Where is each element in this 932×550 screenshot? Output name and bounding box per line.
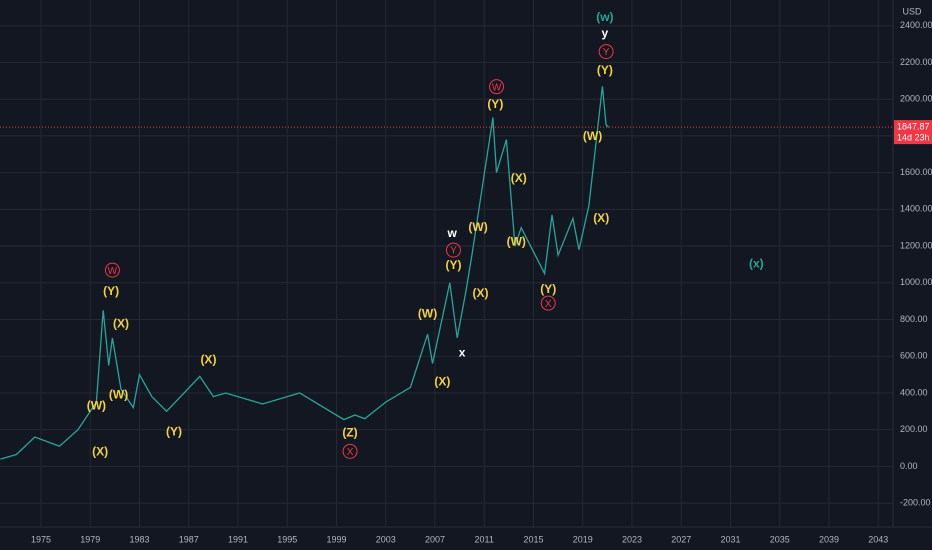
annotation: x [459,345,466,359]
grid [0,0,893,527]
annotation: (Z) [342,426,357,440]
price-line [0,86,610,460]
annotation: (X) [92,445,108,459]
y-tick-label: 2200.00 [900,57,932,67]
x-tick-label: 2031 [720,534,740,544]
annotation: (Y) [597,63,613,77]
currency: USD [902,6,922,16]
y-tick-label: 1600.00 [900,167,932,177]
x-tick-label: 2003 [376,534,396,544]
x-tick-label: 1975 [31,534,51,544]
x-tick-label: 2023 [622,534,642,544]
annotation: (X) [434,374,450,388]
y-tick-label: 2400.00 [900,20,932,30]
annotation: (Y) [487,97,503,111]
x-tick-label: 1991 [228,534,248,544]
y-tick-label: 1200.00 [900,240,932,250]
annotation: W [492,82,502,93]
x-tick-label: 2027 [671,534,691,544]
y-tick-label: 1400.00 [900,204,932,214]
annotation: (W) [507,234,526,248]
annotation: (X) [200,352,216,366]
annotation: (x) [749,256,764,270]
annotation-circle [342,443,358,459]
x-tick-label: 1999 [326,534,346,544]
annotation: (Y) [445,258,461,272]
annotation: (Y) [103,284,119,298]
annotation-circle [104,262,120,278]
annotation-circle [540,295,556,311]
x-tick-label: 2011 [475,534,494,544]
y-tick-label: -200.00 [900,498,931,508]
annotation: y [602,26,609,40]
annotation: W [108,266,118,277]
annotation: X [545,299,552,310]
x-tick-label: 2015 [523,534,543,544]
x-tick-label: 1987 [179,534,199,544]
x-tick-label: 1983 [129,534,149,544]
x-tick-label: 1979 [80,534,100,544]
annotation: Y [603,47,610,58]
last-price-tag [894,120,932,145]
x-tick-label: 2019 [573,534,593,544]
y-tick-label: 1000.00 [900,277,932,287]
annotation: (w) [596,10,613,24]
y-tick-label: 400.00 [900,387,928,397]
annotation: (W) [87,398,106,412]
annotation-circle [445,242,461,258]
y-tick-label: 200.00 [900,424,928,434]
x-tick-label: 2007 [425,534,445,544]
annotation-circle [489,79,505,95]
y-tick-label: 0.00 [900,461,918,471]
annotation: (X) [511,171,527,185]
y-tick-label: 600.00 [900,351,928,361]
y-tick-label: 2000.00 [900,94,932,104]
x-tick-label: 2035 [770,534,790,544]
annotation: X [347,447,354,458]
x-tick-label: 2039 [819,534,839,544]
annotation: (W) [468,220,487,234]
countdown: 14d 23h [897,132,930,142]
annotation: Y [450,246,457,257]
last-price-label: 1847.87 [897,121,930,131]
annotation-circle [598,44,614,60]
x-tick-label: 1995 [277,534,297,544]
annotation: (W) [418,306,437,320]
annotation: (Y) [540,282,556,296]
annotation: (X) [593,211,609,225]
annotation: (X) [473,286,489,300]
annotation: w [447,226,458,240]
y-tick-label: 800.00 [900,314,928,324]
annotation: (X) [113,316,129,330]
annotation: (W) [583,129,602,143]
annotation: (W) [109,387,128,401]
annotation: (Y) [166,425,182,439]
x-tick-label: 2043 [868,534,888,544]
